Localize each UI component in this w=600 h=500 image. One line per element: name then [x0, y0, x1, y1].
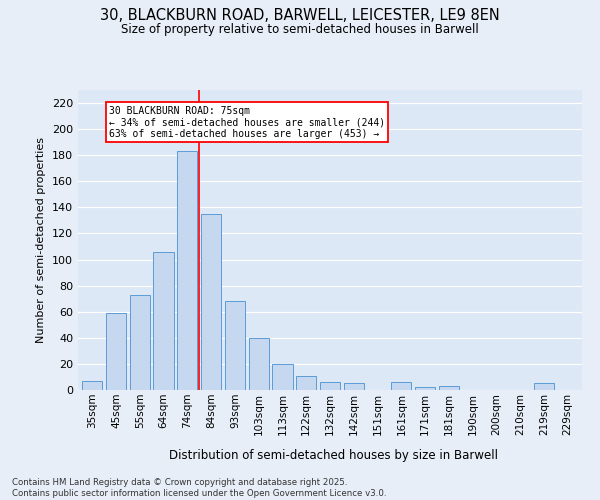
Bar — [320, 382, 340, 390]
Bar — [272, 364, 293, 390]
Bar — [154, 252, 173, 390]
Text: Contains HM Land Registry data © Crown copyright and database right 2025.
Contai: Contains HM Land Registry data © Crown c… — [12, 478, 386, 498]
Y-axis label: Number of semi-detached properties: Number of semi-detached properties — [37, 137, 46, 343]
Bar — [391, 382, 412, 390]
Bar — [415, 388, 435, 390]
Bar — [106, 313, 126, 390]
Text: Size of property relative to semi-detached houses in Barwell: Size of property relative to semi-detach… — [121, 22, 479, 36]
Bar — [82, 381, 103, 390]
Bar — [225, 302, 245, 390]
Bar — [177, 152, 197, 390]
Bar — [296, 376, 316, 390]
Bar — [534, 384, 554, 390]
Bar — [130, 295, 150, 390]
Text: Distribution of semi-detached houses by size in Barwell: Distribution of semi-detached houses by … — [169, 450, 497, 462]
Bar — [201, 214, 221, 390]
Bar — [248, 338, 269, 390]
Text: 30 BLACKBURN ROAD: 75sqm
← 34% of semi-detached houses are smaller (244)
63% of : 30 BLACKBURN ROAD: 75sqm ← 34% of semi-d… — [109, 106, 385, 139]
Bar — [344, 384, 364, 390]
Bar — [439, 386, 459, 390]
Text: 30, BLACKBURN ROAD, BARWELL, LEICESTER, LE9 8EN: 30, BLACKBURN ROAD, BARWELL, LEICESTER, … — [100, 8, 500, 22]
